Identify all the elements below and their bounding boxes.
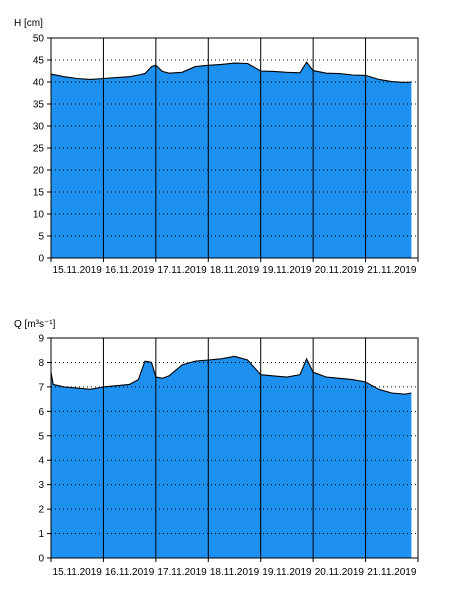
x-tick-label: 18.11.2019 [210, 567, 260, 578]
y-axis-label: H [cm] [14, 18, 43, 29]
series-area [51, 62, 412, 259]
x-tick-label: 16.11.2019 [105, 567, 155, 578]
x-tick-label: 15.11.2019 [53, 567, 103, 578]
y-tick-label: 15 [33, 188, 45, 199]
y-tick-label: 3 [38, 480, 44, 491]
y-tick-label: 6 [38, 407, 44, 418]
y-tick-label: 45 [33, 56, 45, 67]
y-tick-label: 0 [38, 554, 44, 565]
x-tick-label: 21.11.2019 [367, 567, 417, 578]
x-tick-label: 21.11.2019 [367, 265, 417, 276]
y-tick-label: 9 [38, 334, 44, 345]
x-tick-label: 20.11.2019 [315, 567, 365, 578]
y-tick-label: 5 [38, 232, 44, 243]
y-tick-label: 30 [33, 122, 45, 133]
y-tick-label: 20 [33, 166, 45, 177]
x-tick-label: 15.11.2019 [53, 265, 103, 276]
y-tick-label: 7 [38, 382, 44, 393]
x-tick-label: 18.11.2019 [210, 265, 260, 276]
y-axis-label: Q [m³s⁻¹] [14, 319, 56, 330]
plot-frame [50, 37, 419, 259]
x-tick-label: 17.11.2019 [157, 567, 207, 578]
y-tick-label: 8 [38, 358, 44, 369]
x-tick-label: 19.11.2019 [262, 265, 312, 276]
y-tick-label: 0 [38, 254, 44, 265]
y-tick-label: 35 [33, 100, 45, 111]
series-line [50, 61, 412, 83]
y-tick-label: 2 [38, 505, 44, 516]
y-tick-label: 40 [33, 78, 45, 89]
y-tick-label: 50 [33, 34, 45, 45]
series-line [50, 355, 412, 395]
series-area [51, 356, 412, 558]
x-tick-label: 17.11.2019 [157, 265, 207, 276]
y-tick-label: 1 [38, 529, 44, 540]
plot-frame [50, 337, 419, 559]
y-tick-label: 5 [38, 431, 44, 442]
x-tick-label: 16.11.2019 [105, 265, 155, 276]
x-tick-label: 19.11.2019 [262, 567, 312, 578]
chart-1: 0 5 10 15 20 25 30 35 40 45 50 15.11.2019 16.11.2019… [14, 18, 419, 276]
y-tick-label: 25 [33, 144, 45, 155]
chart-2: 0 1 2 3 4 5 6 7 8 9 15.11.2019 16.11.2019 17.11.2019… [14, 319, 419, 578]
y-tick-label: 10 [33, 210, 45, 221]
x-tick-label: 20.11.2019 [315, 265, 365, 276]
y-tick-label: 4 [38, 456, 44, 467]
